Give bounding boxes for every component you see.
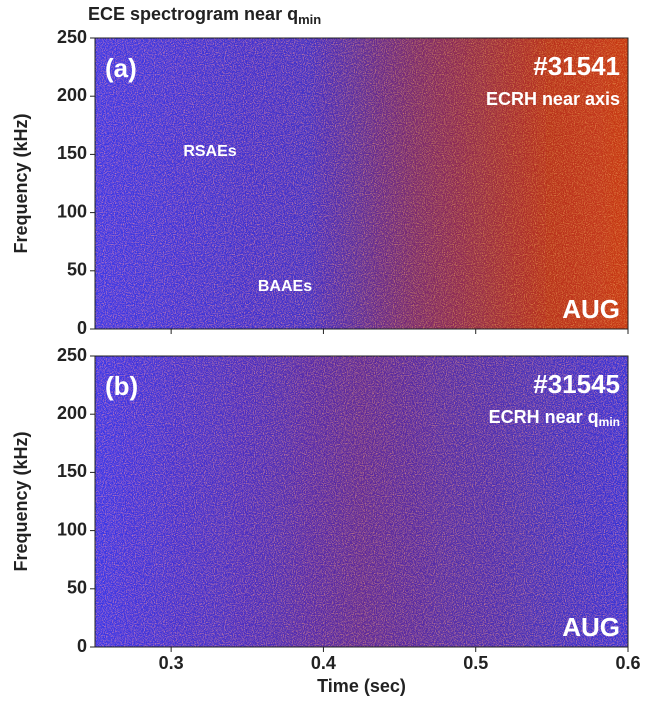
- y-axis-label: Frequency (kHz): [11, 431, 31, 571]
- plot-frame: [94, 37, 629, 330]
- panel-label: (b): [105, 371, 138, 401]
- shot-number: #31545: [533, 369, 620, 399]
- chart-title: ECE spectrogram near qmin: [88, 4, 321, 28]
- heating-label: ECRH near axis: [486, 89, 620, 109]
- y-tick-label: 250: [57, 27, 87, 47]
- y-tick-label: 50: [67, 578, 87, 598]
- device-label: AUG: [562, 612, 620, 642]
- panel-label: (a): [105, 53, 137, 83]
- y-tick-label: 200: [57, 403, 87, 423]
- shot-number: #31541: [533, 51, 620, 81]
- y-tick-label: 0: [77, 318, 87, 338]
- x-tick-label: 0.6: [615, 653, 640, 673]
- spectrogram-image: [95, 356, 628, 647]
- y-tick-label: 100: [57, 201, 87, 221]
- y-tick-label: 50: [67, 260, 87, 280]
- x-tick-label: 0.5: [463, 653, 488, 673]
- y-tick-label: 0: [77, 636, 87, 656]
- heating-text: ECRH near q: [489, 407, 599, 427]
- y-tick-label: 150: [57, 461, 87, 481]
- heating-subscript: min: [599, 415, 620, 429]
- y-axis-label: Frequency (kHz): [11, 113, 31, 253]
- y-tick-label: 150: [57, 143, 87, 163]
- spectrogram-image: [95, 38, 628, 329]
- heating-text: ECRH near axis: [486, 89, 620, 109]
- heating-label: ECRH near qmin: [489, 407, 620, 429]
- y-tick-label: 100: [57, 519, 87, 539]
- device-label: AUG: [562, 294, 620, 324]
- annotation: RSAEs: [183, 143, 236, 160]
- plot-frame: [94, 355, 629, 648]
- x-tick-label: 0.4: [311, 653, 336, 673]
- x-tick-label: 0.3: [159, 653, 184, 673]
- y-tick-label: 250: [57, 345, 87, 365]
- y-tick-label: 200: [57, 85, 87, 105]
- annotation: BAAEs: [258, 278, 312, 295]
- x-axis-label: Time (sec): [317, 676, 406, 696]
